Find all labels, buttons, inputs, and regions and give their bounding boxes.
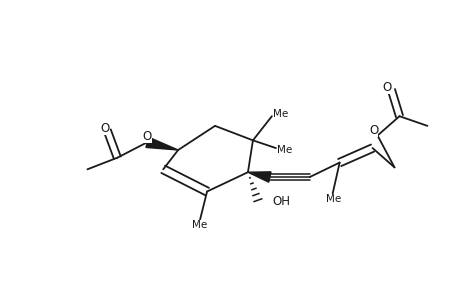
Text: OH: OH — [272, 195, 290, 208]
Text: O: O — [100, 122, 109, 135]
Polygon shape — [247, 172, 270, 182]
Text: O: O — [381, 81, 391, 94]
Text: Me: Me — [272, 109, 287, 119]
Polygon shape — [146, 137, 178, 150]
Text: Me: Me — [276, 146, 291, 155]
Text: Me: Me — [191, 220, 206, 230]
Text: O: O — [142, 130, 151, 143]
Text: Me: Me — [325, 194, 341, 204]
Text: O: O — [368, 124, 377, 137]
